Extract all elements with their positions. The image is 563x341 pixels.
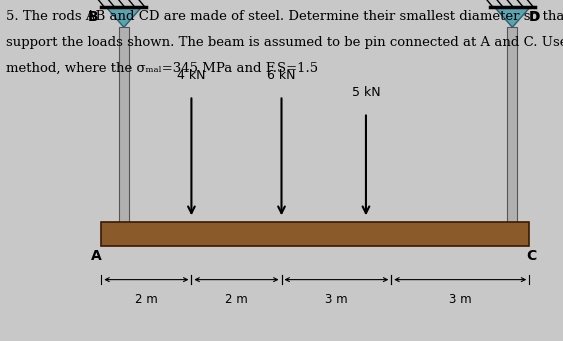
Text: 5. The rods AB and CD are made of steel. Determine their smallest diameter so th: 5. The rods AB and CD are made of steel.… [6,10,563,23]
Text: C: C [526,249,537,263]
Text: 6 kN: 6 kN [267,69,296,82]
FancyBboxPatch shape [101,222,529,246]
Text: method, where the σₘₐₗ=345 MPa and F.S=1.5: method, where the σₘₐₗ=345 MPa and F.S=1… [6,61,318,74]
Text: B: B [88,10,99,24]
Text: 4 kN: 4 kN [177,69,206,82]
Text: 3 m: 3 m [449,293,472,306]
FancyBboxPatch shape [507,27,517,222]
Polygon shape [494,7,530,27]
Text: D: D [529,10,540,24]
Text: 2 m: 2 m [225,293,248,306]
Text: 5 kN: 5 kN [352,86,381,99]
Polygon shape [106,7,142,27]
FancyBboxPatch shape [119,27,129,222]
Text: 2 m: 2 m [135,293,158,306]
Text: 3 m: 3 m [325,293,348,306]
Text: support the loads shown. The beam is assumed to be pin connected at A and C. Use: support the loads shown. The beam is ass… [6,36,563,49]
Text: A: A [91,249,101,263]
